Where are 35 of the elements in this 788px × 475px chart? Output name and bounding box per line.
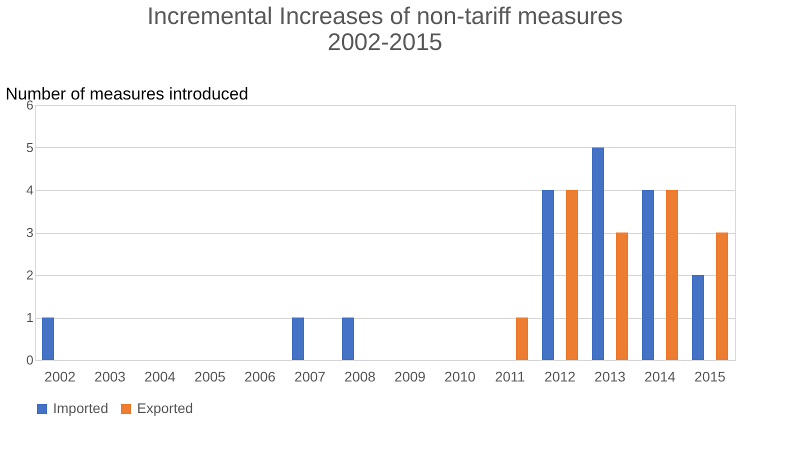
legend-label: Imported bbox=[53, 400, 108, 416]
chart-title: Incremental Increases of non-tariff measures 2002-2015 bbox=[147, 3, 623, 56]
x-tick-label: 2013 bbox=[594, 368, 626, 384]
y-tick-label: 1 bbox=[26, 310, 34, 325]
legend-label: Exported bbox=[137, 400, 194, 416]
y-tick-label: 2 bbox=[26, 268, 34, 282]
bar bbox=[692, 275, 704, 360]
bar bbox=[292, 318, 304, 360]
bar bbox=[42, 318, 54, 360]
bar bbox=[342, 318, 354, 360]
x-tick-label: 2005 bbox=[194, 368, 226, 384]
x-tick-label: 2009 bbox=[394, 368, 426, 384]
y-tick-label: 4 bbox=[26, 182, 34, 198]
x-tick-label: 2008 bbox=[344, 368, 376, 384]
y-tick-label: 3 bbox=[26, 225, 34, 240]
x-tick-label: 2004 bbox=[144, 368, 176, 384]
x-tick-label: 2010 bbox=[444, 368, 476, 384]
x-tick-label: 2012 bbox=[544, 368, 576, 384]
bar bbox=[666, 190, 678, 360]
bar bbox=[642, 190, 654, 360]
x-tick-label: 2007 bbox=[294, 368, 326, 384]
y-tick-label: 5 bbox=[26, 140, 34, 155]
x-tick-label: 2015 bbox=[694, 368, 726, 384]
bar bbox=[592, 148, 604, 360]
x-tick-label: 2002 bbox=[44, 368, 76, 384]
x-tick-label: 2014 bbox=[644, 368, 676, 384]
x-tick-label: 2011 bbox=[494, 368, 526, 384]
bar bbox=[566, 190, 578, 360]
bar bbox=[716, 232, 728, 360]
bar bbox=[616, 232, 628, 360]
y-tick-label: 0 bbox=[26, 352, 34, 368]
bar bbox=[542, 190, 554, 360]
bar bbox=[516, 318, 528, 360]
x-tick-label: 2003 bbox=[94, 368, 126, 384]
x-tick-label: 2006 bbox=[244, 368, 276, 384]
